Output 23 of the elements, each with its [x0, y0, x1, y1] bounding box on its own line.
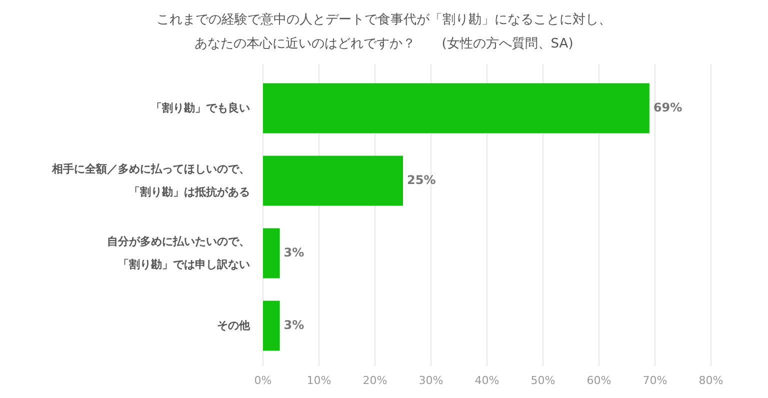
y-tick-label: 相手に全額／多めに払ってほしいので、「割り勘」は抵抗がある	[51, 162, 250, 198]
data-label: 25%	[407, 173, 436, 188]
x-tick-label: 70%	[642, 374, 668, 388]
bar	[263, 83, 650, 134]
data-label: 3%	[284, 246, 304, 260]
x-tick-label: 10%	[306, 374, 332, 388]
x-tick-label: 20%	[362, 374, 388, 388]
x-tick-label: 0%	[254, 374, 272, 388]
x-tick-label: 50%	[530, 374, 556, 388]
data-label: 69%	[653, 100, 682, 115]
bar	[263, 228, 280, 278]
chart-title: これまでの経験で意中の人とデートで食事代が「割り勘」になることに対し、	[156, 12, 612, 28]
bar	[263, 156, 403, 206]
data-label: 3%	[284, 318, 304, 332]
y-tick-label: 自分が多めに払いたいので、「割り勘」では申し訳ない	[107, 234, 250, 271]
x-tick-label: 80%	[698, 374, 724, 388]
y-tick-label: 「割り勘」でも良い	[151, 101, 250, 114]
x-tick-label: 60%	[586, 374, 612, 388]
x-tick-label: 30%	[418, 374, 444, 388]
y-tick-label: その他	[217, 318, 251, 332]
chart-subtitle: あなたの本心に近いのはどれですか？ (女性の方へ質問、SA)	[194, 36, 574, 52]
x-tick-label: 40%	[474, 374, 500, 388]
bar	[263, 300, 280, 351]
